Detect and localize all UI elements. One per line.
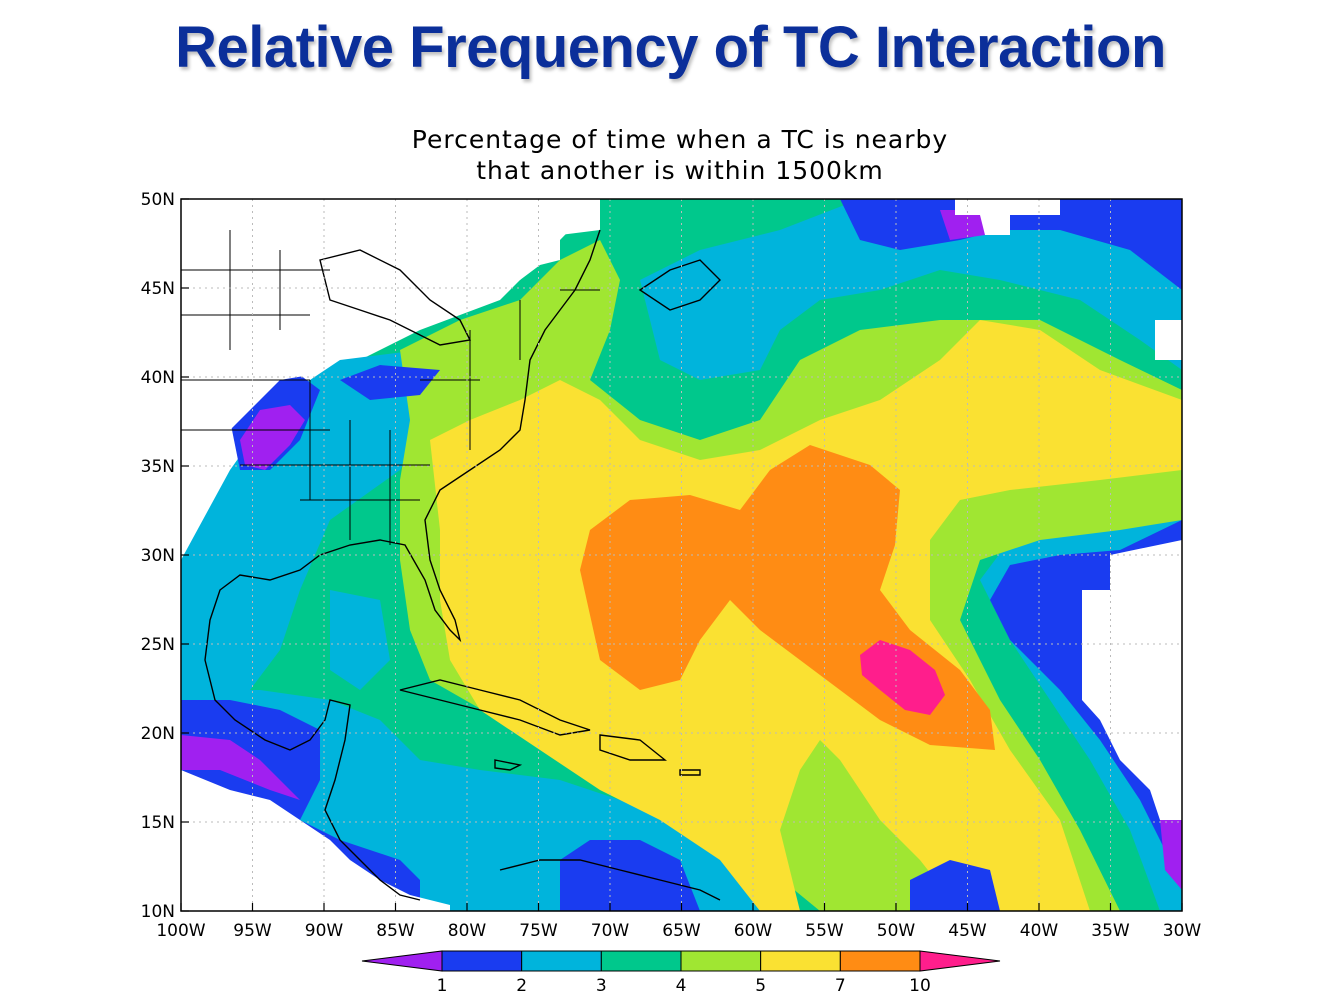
colorbar-swatch: [839, 950, 921, 972]
lon-tick-label: 30W: [1163, 921, 1202, 941]
land-central-america: [181, 770, 450, 911]
colorbar-swatch: [600, 950, 682, 972]
lon-tick-label: 75W: [519, 921, 558, 941]
lon-tick-label: 55W: [805, 921, 844, 941]
missing-data-ne-edge: [1155, 320, 1182, 360]
state-borders: [181, 230, 600, 545]
lat-tick-label: 40N: [141, 368, 175, 388]
lon-tick-label: 90W: [305, 921, 344, 941]
lat-tick-label: 10N: [141, 902, 175, 922]
lon-tick-label: 100W: [156, 921, 205, 941]
colorbar-label: 1: [437, 976, 448, 996]
colorbar-swatch: [521, 950, 602, 972]
lon-tick-label: 95W: [233, 921, 272, 941]
missing-data-east: [1082, 540, 1182, 820]
colorbar-label: 4: [676, 976, 687, 996]
contour-1-2-south-2: [910, 860, 1000, 911]
lat-tick-label: 50N: [141, 190, 175, 210]
coast-south-america: [499, 859, 721, 901]
land-interior-us: [181, 199, 600, 545]
grid-lines: [181, 199, 1182, 911]
coast-nova-scotia: [638, 259, 721, 311]
lon-tick-label: 35W: [1091, 921, 1130, 941]
contour-2-3-west: [181, 350, 470, 690]
lon-tick-label: 50W: [877, 921, 916, 941]
lat-tick-label: 45N: [141, 279, 175, 299]
lat-tick-label: 35N: [141, 457, 175, 477]
colorbar-swatch: [680, 950, 762, 972]
contour-lt-1-mexico: [181, 735, 300, 800]
coast-great-lakes: [319, 249, 472, 346]
colorbar-swatch-lt-1: [361, 950, 443, 972]
lon-tick-label: 40W: [1020, 921, 1059, 941]
coast-puerto-rico: [679, 769, 701, 776]
lon-tick-label: 85W: [376, 921, 415, 941]
map-title-line-1: Percentage of time when a TC is nearby: [411, 125, 949, 154]
lon-tick-label: 45W: [948, 921, 987, 941]
lon-tick-label: 70W: [591, 921, 630, 941]
lon-tick-label: 80W: [448, 921, 487, 941]
lat-axis: 50N 45N 40N 35N 30N 25N 20N 15N 10N: [141, 190, 189, 922]
lon-tick-label: 65W: [662, 921, 701, 941]
contour-lt-1-tennessee: [240, 405, 305, 470]
slide-title: Relative Frequency of TC Interaction: [175, 15, 1166, 80]
colorbar-label: 2: [516, 976, 527, 996]
contour-2-3-northeast: [640, 199, 1182, 380]
map-title: Percentage of time when a TC is nearby t…: [340, 124, 1020, 186]
colorbar-swatch: [441, 950, 523, 972]
contour-1-2-south: [560, 840, 700, 911]
coast-jamaica: [494, 759, 523, 771]
contour-1-2-northeast: [840, 199, 1182, 290]
contour-lt-1-north: [940, 210, 985, 240]
contour-lt-1-east: [1160, 820, 1182, 890]
contour-2-3-gulf-interior: [330, 590, 390, 690]
contour-1-2-ohio-2: [340, 365, 440, 400]
lat-tick-label: 25N: [141, 635, 175, 655]
colorbar-label: 7: [835, 976, 846, 996]
colorbar: 1 2 3 4 5 7 10: [361, 950, 1001, 996]
colorbar-swatch: [760, 950, 841, 972]
map-title-line-2: that another is within 1500km: [476, 156, 884, 185]
coast-hispaniola: [599, 734, 667, 761]
lat-tick-label: 30N: [141, 546, 175, 566]
lon-tick-label: 60W: [734, 921, 773, 941]
missing-data-northeast: [955, 199, 1060, 235]
lat-tick-label: 15N: [141, 813, 175, 833]
lat-tick-label: 20N: [141, 724, 175, 744]
colorbar-label: 10: [909, 976, 931, 996]
contour-gt-10: [860, 640, 945, 715]
colorbar-label: 3: [596, 976, 607, 996]
colorbar-label: 5: [755, 976, 766, 996]
colorbar-swatch-gt-10: [919, 950, 1001, 972]
lon-axis: 100W 95W 90W 85W 80W 75W 70W 65W 60W 55W 50W 45W 40W…: [156, 903, 1201, 941]
